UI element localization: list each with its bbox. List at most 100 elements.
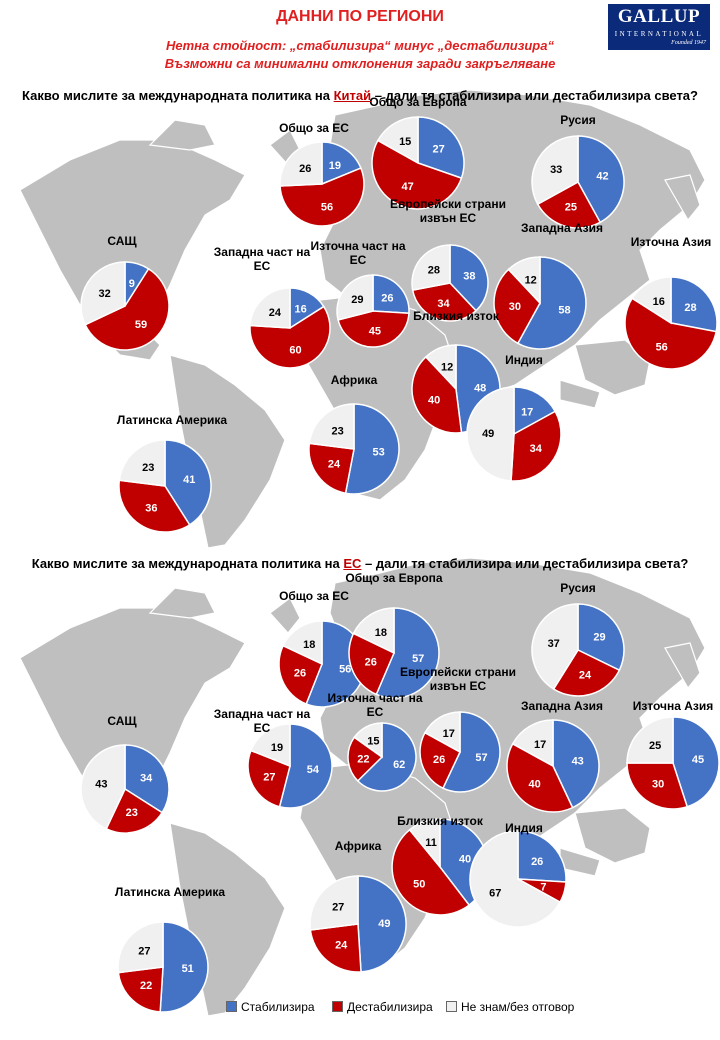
china-europe-total-label: Общо за Европа	[369, 95, 466, 109]
china-europe-total-pie: 27 47 15 Общо за Европа	[369, 95, 467, 210]
eu-eastern-eu-value-stabilizes: 62	[393, 759, 405, 771]
china-india-label-line: Индия	[505, 353, 543, 367]
continent-shape	[574, 339, 651, 396]
china-east-asia-slice-stabilizes	[670, 276, 718, 333]
china-west-asia-slice-dont-know	[507, 256, 541, 305]
eu-usa-slice-dont-know	[80, 744, 126, 830]
gallup-logo: GALLUP INTERNATIONAL Founded 1947	[608, 4, 710, 50]
eu-latin-america-label-line: Латинска Америка	[115, 885, 226, 899]
china-latin-america-value-stabilizes: 41	[183, 474, 195, 486]
legend-swatch-destabilizes	[332, 1001, 343, 1012]
china-middle-east-value-destabilizes: 40	[428, 394, 440, 406]
eu-eu-total-value-destabilizes: 26	[294, 668, 306, 680]
eu-western-eu-label-line: ЕС	[254, 721, 271, 735]
eu-latin-america-slice-destabilizes	[117, 966, 164, 1013]
china-west-asia-pie: 58 30 12 Западна Азия	[493, 221, 603, 350]
eu-africa-label-line: Африка	[335, 839, 382, 853]
eu-non-eu-europe-value-dont-know: 17	[443, 728, 455, 740]
eu-africa-slice-stabilizes	[357, 875, 407, 973]
china-middle-east-slice-destabilizes	[411, 355, 463, 434]
eu-western-eu-value-stabilizes: 54	[307, 764, 320, 776]
china-non-eu-europe-slice-destabilizes	[411, 282, 478, 322]
eu-europe-total-value-stabilizes: 57	[412, 653, 424, 665]
eu-india-pie: 26 7 67 Индия	[469, 821, 567, 928]
continent-shape	[269, 597, 301, 634]
china-eastern-eu-label-line: ЕС	[350, 253, 367, 267]
china-africa-value-destabilizes: 24	[328, 459, 341, 471]
china-africa-label-line: Африка	[331, 373, 378, 387]
eu-eastern-eu-value-destabilizes: 22	[357, 754, 369, 766]
eu-africa-value-destabilizes: 24	[335, 939, 348, 951]
eu-india-value-dont-know: 67	[489, 887, 501, 899]
continent-shape	[299, 294, 461, 501]
eu-usa-value-stabilizes: 34	[140, 772, 153, 784]
china-russia-label-line: Русия	[560, 113, 595, 127]
eu-east-asia-pie: 45 30 25 Източна Азия	[626, 699, 720, 810]
eu-latin-america-value-dont-know: 27	[138, 946, 150, 958]
china-east-asia-value-destabilizes: 56	[656, 342, 668, 354]
eu-africa-pie: 49 24 27 Африка	[309, 839, 407, 973]
china-east-asia-pie: 28 56 16 Източна Азия	[624, 235, 718, 370]
china-non-eu-europe-value-stabilizes: 38	[463, 270, 475, 282]
eu-non-eu-europe-value-destabilizes: 26	[433, 754, 445, 766]
china-latin-america-value-destabilizes: 36	[145, 502, 157, 514]
eu-middle-east-value-dont-know: 11	[425, 837, 437, 849]
eu-africa-label: Африка	[335, 839, 382, 853]
china-eastern-eu-value-destabilizes: 45	[369, 326, 381, 338]
eu-europe-total-label-line: Общо за Европа	[345, 571, 442, 585]
china-eastern-eu-value-stabilizes: 26	[381, 292, 393, 304]
continent-shape	[559, 379, 601, 409]
continent-shape	[574, 807, 651, 864]
eu-western-eu-label-line: Западна част на	[214, 707, 311, 721]
china-eastern-eu-label-line: Източна част на	[310, 239, 405, 253]
legend-label-dont-know: Не знам/без отговор	[461, 1000, 575, 1014]
eu-europe-total-slice-stabilizes	[375, 607, 440, 699]
eu-india-value-destabilizes: 7	[540, 881, 546, 893]
question-china: Какво мислите за международната политика…	[0, 88, 720, 103]
eu-west-asia-pie: 43 40 17 Западна Азия	[506, 699, 603, 813]
china-middle-east-value-dont-know: 12	[441, 362, 453, 374]
eu-east-asia-slice-stabilizes	[672, 716, 720, 808]
china-non-eu-europe-slice-dont-know	[411, 244, 451, 291]
china-latin-america-slice-destabilizes	[118, 479, 191, 533]
china-eu-total-slice-destabilizes	[279, 167, 365, 227]
eu-india-label: Индия	[505, 821, 543, 835]
china-europe-total-label-line: Общо за Европа	[369, 95, 466, 109]
china-africa-value-dont-know: 23	[331, 425, 343, 437]
continent-shape	[664, 642, 701, 690]
page-subtitle-net: Нетна стойност: „стабилизира“ минус „дес…	[166, 38, 554, 53]
eu-india-value-stabilizes: 26	[531, 856, 543, 868]
eu-usa-label: САЩ	[107, 714, 137, 728]
eu-western-eu-value-dont-know: 19	[271, 742, 283, 754]
question-eu-before: Какво мислите за международната политика…	[31, 556, 344, 571]
page-title: ДАННИ ПО РЕГИОНИ	[276, 8, 444, 25]
china-latin-america-pie: 41 36 23 Латинска Америка	[117, 413, 227, 533]
eu-russia-pie: 29 24 37 Русия	[531, 581, 625, 697]
china-west-asia-value-stabilizes: 58	[558, 304, 570, 316]
china-west-asia-slice-stabilizes	[516, 256, 587, 350]
china-eu-total-pie: 19 56 26 Общо за ЕС	[279, 121, 365, 227]
china-eastern-eu-slice-dont-know	[336, 274, 374, 321]
china-east-asia-label-line: Източна Азия	[631, 235, 712, 249]
question-eu-after: – дали тя стабилизира или дестабилизира …	[361, 556, 689, 571]
china-africa-slice-dont-know	[308, 403, 355, 450]
china-middle-east-label-line: Близкия изток	[413, 309, 500, 323]
eu-eastern-eu-value-dont-know: 15	[367, 735, 379, 747]
china-western-eu-value-stabilizes: 16	[294, 304, 306, 316]
eu-india-slice-dont-know	[469, 830, 562, 928]
eu-east-asia-slice-destabilizes	[626, 762, 689, 810]
eu-west-asia-value-dont-know: 17	[534, 739, 546, 751]
eu-middle-east-value-stabilizes: 40	[459, 854, 471, 866]
question-eu: Какво мислите за международната политика…	[0, 556, 720, 571]
question-china-before: Какво мислите за международната политика…	[22, 88, 334, 103]
china-europe-total-slice-destabilizes	[371, 139, 463, 210]
question-china-after: – дали тя стабилизира или дестабилизира …	[371, 88, 698, 103]
eu-eastern-eu-slice-destabilizes	[347, 736, 384, 782]
eu-east-asia-value-stabilizes: 45	[692, 754, 704, 766]
eu-eastern-eu-label-line: Източна част на	[327, 691, 422, 705]
eu-east-asia-label: Източна Азия	[633, 699, 714, 713]
